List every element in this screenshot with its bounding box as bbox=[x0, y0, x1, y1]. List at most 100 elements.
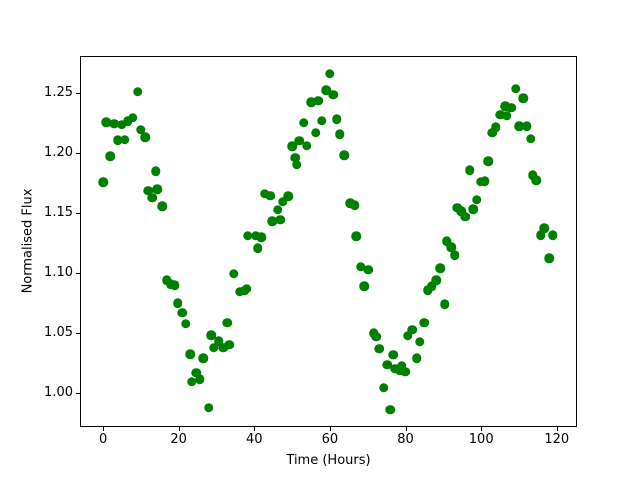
data-point bbox=[101, 117, 111, 127]
data-point bbox=[502, 110, 512, 121]
plot-area bbox=[80, 56, 577, 427]
y-tick-mark bbox=[76, 273, 80, 275]
data-point bbox=[426, 281, 437, 292]
data-point bbox=[206, 330, 216, 340]
data-point bbox=[371, 331, 382, 342]
x-tick-label: 0 bbox=[98, 432, 108, 447]
data-point bbox=[152, 184, 162, 194]
data-point bbox=[356, 261, 366, 272]
data-point bbox=[328, 90, 339, 100]
data-point bbox=[283, 191, 294, 202]
data-point bbox=[518, 93, 528, 104]
data-point bbox=[113, 135, 123, 145]
data-point bbox=[209, 343, 219, 353]
data-point bbox=[251, 230, 261, 241]
data-point bbox=[527, 170, 538, 181]
y-tick-label: 1.10 bbox=[44, 265, 73, 281]
data-point bbox=[441, 236, 452, 247]
data-point bbox=[439, 299, 450, 309]
y-tick-label: 1.20 bbox=[44, 145, 73, 161]
data-point bbox=[181, 319, 191, 329]
data-point bbox=[140, 132, 150, 142]
data-point bbox=[195, 374, 205, 384]
data-point bbox=[224, 340, 235, 350]
data-point bbox=[479, 176, 490, 186]
data-point bbox=[203, 402, 214, 413]
data-point bbox=[359, 281, 370, 292]
data-point bbox=[491, 122, 501, 133]
data-point bbox=[374, 343, 385, 354]
y-tick-mark bbox=[76, 153, 80, 154]
x-tick-label: 120 bbox=[544, 432, 570, 447]
data-point bbox=[252, 243, 263, 254]
x-tick-label: 60 bbox=[321, 432, 339, 447]
data-point bbox=[172, 298, 183, 308]
data-point bbox=[298, 117, 309, 128]
y-tick-mark bbox=[76, 393, 80, 395]
data-point bbox=[214, 336, 224, 346]
data-point bbox=[411, 353, 422, 363]
y-tick-mark bbox=[76, 92, 80, 94]
y-tick-label: 1.00 bbox=[44, 385, 73, 401]
data-point bbox=[449, 250, 460, 261]
data-point bbox=[291, 159, 302, 170]
data-point bbox=[191, 367, 201, 378]
data-point bbox=[198, 353, 209, 363]
data-point bbox=[394, 366, 405, 376]
x-tick-mark bbox=[556, 427, 558, 431]
data-point bbox=[228, 269, 239, 279]
data-point bbox=[403, 331, 413, 341]
data-point bbox=[400, 367, 410, 377]
data-point bbox=[260, 188, 270, 199]
data-point bbox=[419, 317, 429, 328]
data-point bbox=[241, 283, 252, 294]
data-point bbox=[460, 211, 471, 222]
y-tick-mark bbox=[76, 333, 80, 335]
data-point bbox=[514, 121, 525, 132]
data-point bbox=[506, 102, 516, 113]
data-point bbox=[468, 204, 478, 215]
y-tick-label: 1.25 bbox=[44, 85, 73, 101]
data-point bbox=[431, 275, 441, 285]
data-point bbox=[265, 190, 275, 201]
data-point bbox=[242, 230, 253, 241]
data-point bbox=[531, 175, 542, 186]
data-point bbox=[378, 382, 389, 393]
data-point bbox=[143, 185, 154, 196]
data-point bbox=[218, 343, 229, 353]
data-point bbox=[465, 165, 475, 176]
data-point bbox=[321, 85, 331, 95]
data-point bbox=[334, 129, 345, 139]
data-point bbox=[363, 264, 373, 275]
data-point bbox=[287, 141, 297, 151]
data-point bbox=[267, 216, 278, 227]
y-tick-label: 1.05 bbox=[44, 325, 73, 341]
x-tick-mark bbox=[103, 427, 105, 431]
data-point bbox=[487, 128, 497, 138]
data-point bbox=[495, 109, 505, 120]
x-tick-label: 20 bbox=[170, 432, 187, 447]
data-point bbox=[536, 230, 546, 241]
data-point bbox=[385, 405, 396, 415]
data-point bbox=[325, 69, 335, 79]
data-point bbox=[105, 151, 115, 162]
x-tick-label: 40 bbox=[246, 432, 263, 447]
data-point bbox=[547, 230, 558, 241]
data-point bbox=[415, 336, 425, 347]
data-point bbox=[522, 121, 532, 132]
x-axis-label: Time (Hours) bbox=[286, 453, 371, 468]
x-tick-label: 80 bbox=[397, 432, 414, 447]
y-axis-label: Normalised Flux bbox=[20, 188, 36, 294]
data-point bbox=[150, 166, 161, 176]
data-point bbox=[456, 206, 466, 216]
y-tick-label: 1.15 bbox=[44, 205, 73, 221]
data-point bbox=[119, 134, 130, 145]
data-point bbox=[388, 350, 399, 360]
data-point bbox=[147, 192, 157, 203]
data-point bbox=[133, 86, 143, 97]
data-point bbox=[302, 140, 312, 151]
data-point bbox=[316, 116, 327, 126]
data-point bbox=[349, 200, 360, 210]
x-tick-label: 100 bbox=[468, 432, 494, 447]
data-point bbox=[331, 114, 342, 125]
